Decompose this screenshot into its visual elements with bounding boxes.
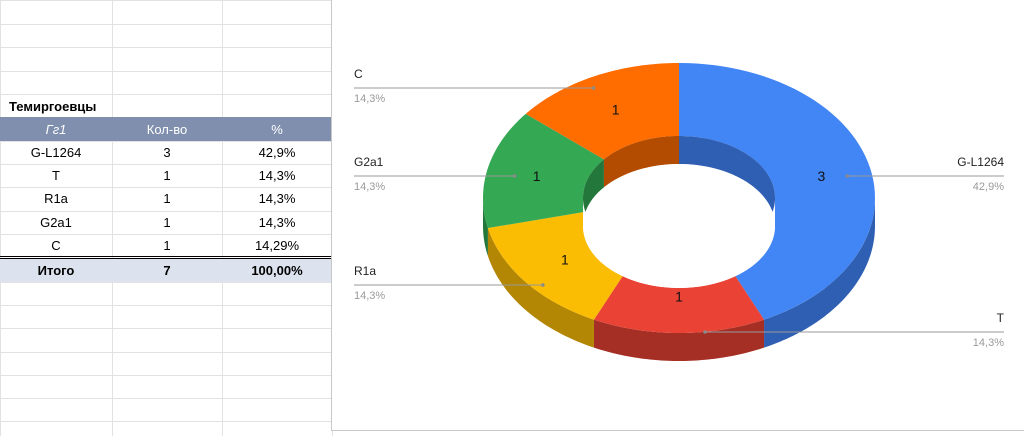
hole-front: [582, 198, 586, 240]
slice-value-label: 1: [675, 289, 683, 305]
table-header-cell-text: %: [271, 121, 283, 137]
table-cell-text: 14,3%: [258, 191, 296, 206]
slice-percent-label: 14,3%: [354, 290, 385, 302]
table-cell-text: C: [51, 238, 61, 253]
table-cell[interactable]: 14,3%: [222, 187, 332, 210]
grid-row-line: [0, 164, 332, 165]
grid-row-line: [0, 375, 332, 376]
table-title-text: Темиргоевцы: [9, 98, 97, 114]
grid-row-line: [0, 398, 332, 399]
slice-value-label: 1: [612, 101, 620, 117]
grid-row-line: [0, 352, 332, 353]
slice-value-label: 1: [533, 168, 541, 184]
slice-inner-wall: [603, 136, 679, 188]
table-cell[interactable]: 1: [112, 211, 222, 234]
table-cell[interactable]: G-L1264: [0, 141, 112, 164]
table-cell-text: 1: [163, 238, 171, 253]
grid-col-line: [0, 0, 1, 436]
table-cell-text: T: [52, 168, 60, 183]
slice-name-label: T: [997, 311, 1005, 325]
table-cell-text: R1a: [44, 191, 68, 206]
table-header-cell[interactable]: %: [222, 117, 332, 141]
table-title[interactable]: Темиргоевцы: [0, 95, 112, 117]
slice-name-label: G-L1264: [957, 155, 1004, 169]
table-header-cell-text: Гг1: [45, 121, 67, 137]
grid-row-line: [0, 141, 332, 142]
table-cell-text: 1: [163, 215, 171, 230]
table-cell-text: G-L1264: [30, 145, 82, 160]
grid-row-line: [0, 305, 332, 306]
grid-row-line: [0, 328, 332, 329]
donut-chart[interactable]: 3 G-L1264 42,9% 1 T 14,3% 1 R1a 14,3% 1 G2a1 14,3% 1…: [331, 0, 1024, 431]
slice[interactable]: [483, 113, 604, 229]
table-header-cell-text: Кол-во: [146, 121, 188, 137]
table-cell[interactable]: R1a: [0, 187, 112, 210]
total-cell[interactable]: 100,00%: [222, 259, 332, 282]
table-cell[interactable]: 14,3%: [222, 164, 332, 187]
hole-front: [720, 198, 776, 282]
grid-row-line: [0, 47, 332, 48]
table-cell-text: G2a1: [40, 215, 72, 230]
table-header-cell[interactable]: Гг1: [0, 117, 112, 141]
total-border: [0, 256, 332, 257]
table-header-cell[interactable]: Кол-во: [112, 117, 222, 141]
slice-value-label: 3: [817, 168, 825, 184]
total-cell-text: Итого: [37, 263, 75, 278]
table-cell[interactable]: 1: [112, 164, 222, 187]
hole-front: [637, 253, 721, 288]
grid-row-line: [0, 234, 332, 235]
table-cell-text: 3: [163, 145, 171, 160]
table-cell[interactable]: 42,9%: [222, 141, 332, 164]
grid-row-line: [0, 421, 332, 422]
table-cell[interactable]: 14,29%: [222, 234, 332, 257]
slice-name-label: R1a: [354, 264, 376, 278]
table-cell-text: 42,9%: [258, 145, 296, 160]
slice-side: [483, 198, 488, 257]
table-cell-text: 14,3%: [258, 168, 296, 183]
slice-side: [593, 319, 765, 361]
table-cell-text: 14,3%: [258, 215, 296, 230]
grid-row-line: [0, 0, 332, 1]
grid-col-line: [112, 0, 113, 436]
total-cell-text: 7: [163, 263, 171, 278]
slice[interactable]: [525, 63, 679, 160]
grid-row-line: [0, 24, 332, 25]
slice-name-label: C: [354, 67, 363, 81]
slice-inner-wall: [583, 159, 604, 226]
grid-row-line: [0, 71, 332, 72]
table-cell[interactable]: G2a1: [0, 211, 112, 234]
table-cell[interactable]: 14,3%: [222, 211, 332, 234]
table-cell-text: 1: [163, 191, 171, 206]
table-cell-text: 1: [163, 168, 171, 183]
table-cell[interactable]: 1: [112, 187, 222, 210]
grid-col-line: [222, 0, 223, 436]
table-cell[interactable]: 1: [112, 234, 222, 257]
slice-percent-label: 14,3%: [973, 337, 1004, 349]
table-cell[interactable]: 3: [112, 141, 222, 164]
table-cell[interactable]: C: [0, 234, 112, 257]
slice-name-label: G2a1: [354, 155, 384, 169]
table-cell-text: 14,29%: [254, 238, 300, 253]
slice-side: [764, 198, 875, 348]
slice-side: [487, 228, 594, 348]
slice-percent-label: 42,9%: [973, 181, 1004, 193]
grid-row-line: [0, 282, 332, 283]
hole-front: [585, 211, 638, 282]
slice-percent-label: 14,3%: [354, 93, 385, 105]
chart-svg: 3 G-L1264 42,9% 1 T 14,3% 1 R1a 14,3% 1 G2a1 14,3% 1…: [354, 63, 1005, 361]
grid-row-line: [0, 187, 332, 188]
total-cell[interactable]: 7: [112, 259, 222, 282]
grid-row-line: [0, 211, 332, 212]
slice-percent-label: 14,3%: [354, 181, 385, 193]
leader-dot: [591, 86, 596, 90]
slice-value-label: 1: [561, 251, 569, 267]
total-cell-text: 100,00%: [251, 263, 303, 278]
total-border: [0, 258, 332, 259]
slice-inner-wall: [679, 136, 775, 226]
grid-row-line: [0, 94, 332, 95]
total-cell[interactable]: Итого: [0, 259, 112, 282]
table-cell[interactable]: T: [0, 164, 112, 187]
